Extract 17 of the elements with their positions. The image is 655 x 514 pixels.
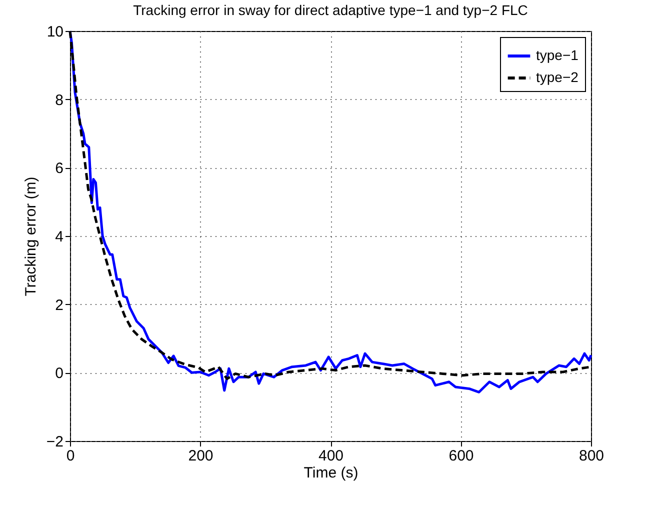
x-tick-label: 800: [578, 448, 604, 464]
y-tick-label: 2: [55, 296, 64, 314]
x-tick-label: 400: [318, 448, 344, 464]
x-axis-title: Time (s): [304, 464, 358, 482]
x-tick-label: 0: [66, 448, 75, 464]
legend-label: type−1: [536, 47, 579, 63]
x-tick-label: 600: [448, 448, 474, 464]
y-tick-label: −2: [46, 434, 64, 450]
y-tick-label: 8: [55, 92, 64, 109]
y-tick-label: 6: [55, 160, 64, 178]
x-tick-label: 200: [188, 448, 214, 464]
y-axis-title: Tracking error (m): [22, 176, 40, 296]
y-tick-label: 0: [55, 365, 64, 382]
legend-label: type−2: [536, 69, 579, 85]
chart-title: Tracking error in sway for direct adaptive type−1 and typ−2 FLC: [133, 2, 528, 18]
y-tick-label: 4: [55, 228, 64, 246]
y-tick-label: 10: [46, 24, 64, 40]
